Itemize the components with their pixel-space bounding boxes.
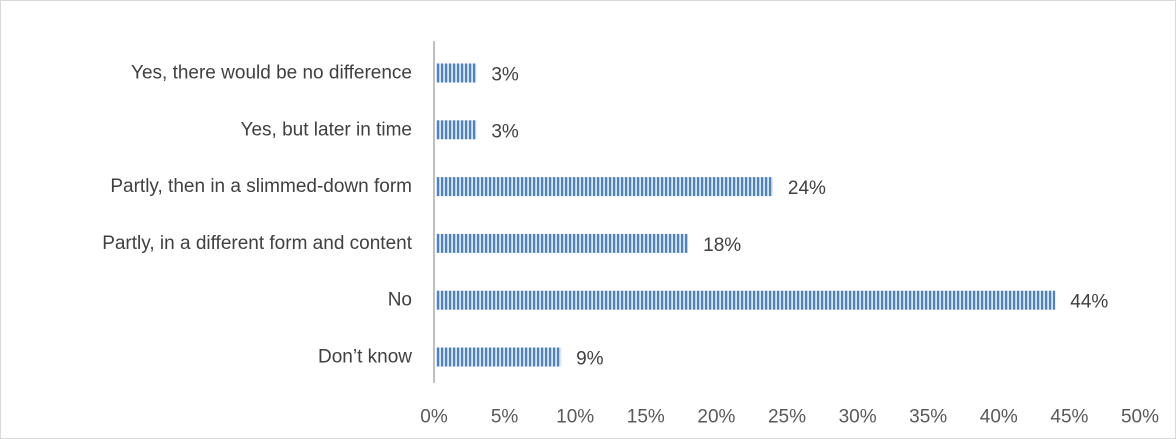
bar xyxy=(436,63,477,83)
bar xyxy=(436,233,689,253)
bar xyxy=(436,347,562,367)
bar xyxy=(436,177,773,197)
bars-layer xyxy=(436,63,1056,367)
category-label: Partly, then in a slimmed-down form xyxy=(110,176,412,197)
category-label: Yes, but later in time xyxy=(241,119,412,140)
x-tick-label: 20% xyxy=(697,407,735,428)
x-tick-label: 10% xyxy=(556,407,594,428)
data-label: 18% xyxy=(703,235,741,256)
x-tick-label: 15% xyxy=(627,407,665,428)
bar xyxy=(436,120,477,140)
x-tick-label: 25% xyxy=(768,407,806,428)
x-tick-label: 45% xyxy=(1050,407,1088,428)
x-tick-label: 30% xyxy=(839,407,877,428)
x-tick-label: 40% xyxy=(980,407,1018,428)
data-label: 3% xyxy=(491,65,519,86)
category-labels: Yes, there would be no difference Yes, bu… xyxy=(102,63,413,368)
x-tick-label: 5% xyxy=(491,407,519,428)
data-labels: 3% 3% 24% 18% 44% 9% xyxy=(491,65,1108,370)
data-label: 9% xyxy=(576,349,604,370)
x-axis-ticks: 0% 5% 10% 15% 20% 25% 30% 35% 40% 45% 50% xyxy=(420,407,1159,428)
bar xyxy=(436,290,1056,310)
category-label: No xyxy=(388,290,412,311)
data-label: 44% xyxy=(1070,292,1108,313)
category-label: Partly, in a different form and content xyxy=(102,233,413,254)
category-label: Yes, there would be no difference xyxy=(131,63,412,84)
x-tick-label: 50% xyxy=(1121,407,1159,428)
x-tick-label: 35% xyxy=(909,407,947,428)
data-label: 24% xyxy=(788,178,826,199)
data-label: 3% xyxy=(491,121,519,142)
x-tick-label: 0% xyxy=(420,407,448,428)
category-label: Don’t know xyxy=(318,347,412,368)
